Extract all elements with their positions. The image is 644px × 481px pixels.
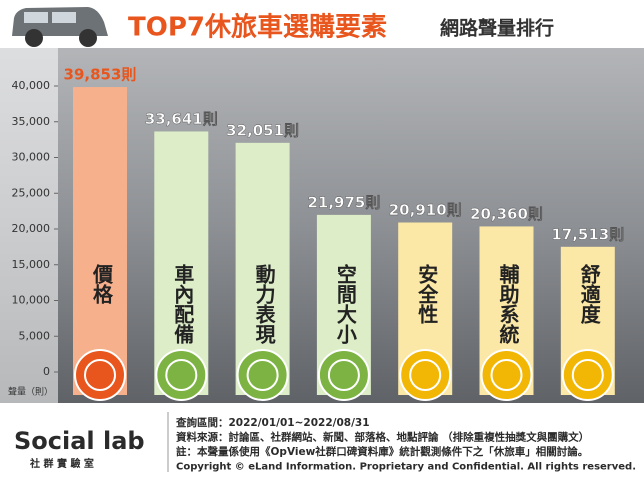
logo-subtitle: 社 群 實 驗 室: [29, 457, 94, 470]
icon-ring: [246, 359, 279, 391]
y-tick-label: 20,000: [12, 222, 51, 235]
footnote: 註：本聲量係使用《OpView社群口碑資料庫》統計觀測條件下之「休旅車」相關討論…: [176, 445, 588, 458]
y-tick-label: 10,000: [12, 294, 51, 307]
icon: [236, 349, 289, 401]
axis-background: [0, 48, 58, 403]
icon-ring: [409, 359, 442, 391]
y-tick-label: 0: [43, 365, 50, 378]
category-label: 舒適度: [577, 263, 601, 325]
y-tick-label: 40,000: [12, 79, 51, 92]
icon-ring: [327, 359, 360, 391]
category-label: 安全性: [415, 263, 439, 325]
category-label: 動力表現: [252, 264, 276, 345]
y-tick-label: 15,000: [12, 258, 51, 271]
icon: [399, 349, 452, 401]
icon-ring: [490, 359, 523, 391]
icon: [74, 349, 126, 401]
chart-subtitle: 網路聲量排行: [440, 17, 554, 40]
footnote: 資料來源：討論區、社群網站、新聞、部落格、地點評論 （排除重複性抽獎文與團購文）: [176, 431, 589, 444]
category-label: 空間大小: [333, 263, 357, 344]
y-tick-label: 5,000: [19, 329, 51, 342]
y-axis-label: 聲量（則）: [8, 387, 53, 398]
icon-ring: [165, 359, 198, 391]
value-label: 33,641則: [145, 110, 218, 128]
value-label: 20,360則: [470, 205, 543, 223]
icon: [317, 349, 370, 401]
icon: [561, 349, 614, 401]
category-label: 輔助系統: [496, 263, 520, 345]
icon: [155, 349, 208, 401]
icon-ring: [84, 359, 116, 391]
y-tick-label: 35,000: [12, 115, 51, 128]
icon: [480, 349, 533, 401]
footnote: 查詢區間：2022/01/01~2022/08/31: [175, 416, 370, 429]
value-label: 21,975則: [307, 193, 380, 211]
logo: Social lab: [14, 427, 145, 455]
category-label: 價格: [90, 264, 114, 305]
value-label: 32,051則: [226, 121, 299, 139]
y-tick-label: 30,000: [12, 151, 51, 164]
value-label: 20,910則: [389, 201, 462, 219]
icon-ring: [571, 359, 604, 391]
value-label: 39,853則: [64, 66, 137, 84]
chart-title: TOP7休旅車選購要素: [128, 13, 387, 43]
y-tick-label: 25,000: [12, 186, 51, 199]
bar: [73, 87, 127, 395]
value-label: 17,513則: [551, 225, 624, 243]
footnote: Copyright © eLand Information. Proprieta…: [176, 462, 636, 473]
car-icon: [12, 7, 108, 47]
category-label: 車內配備: [171, 263, 195, 344]
